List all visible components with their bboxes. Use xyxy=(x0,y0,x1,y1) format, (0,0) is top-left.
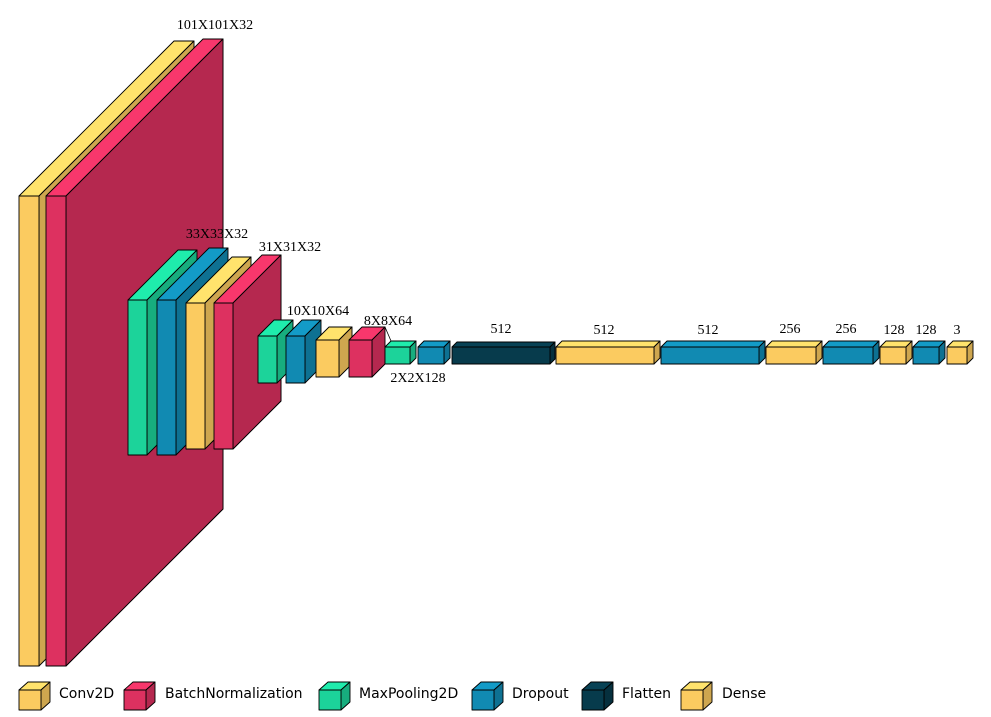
legend-cube-flatten-front xyxy=(581,689,605,711)
layer-box-13-dense xyxy=(555,340,661,365)
legend-label-dropout: Dropout xyxy=(512,686,569,702)
layer-box-12-flatten-front xyxy=(451,346,551,365)
layer-box-15-dense-front xyxy=(765,346,817,365)
legend-item-dense: Dense xyxy=(680,681,766,711)
cube-icon xyxy=(123,681,156,711)
legend-cube-dropout-front xyxy=(471,689,495,711)
dim-label-dropout4: 512 xyxy=(698,323,719,338)
legend-item-maxpooling2d: MaxPooling2D xyxy=(318,681,458,711)
dimension-labels: 101X101X32 33X33X32 31X31X32 10X10X64 8X… xyxy=(177,18,961,386)
funnel-line-3a xyxy=(384,326,392,342)
legend-cube-conv2d xyxy=(18,681,51,711)
layer-box-6-maxpooling2d xyxy=(257,319,294,384)
legend-label-batchnormalization: BatchNormalization xyxy=(165,686,303,702)
legend-cube-maxpooling2d-front xyxy=(318,689,342,711)
layer-box-14-dropout xyxy=(660,340,766,365)
layer-box-19-dense xyxy=(946,340,974,365)
cube-icon xyxy=(471,681,504,711)
layer-box-12-flatten-top xyxy=(451,341,556,348)
layer-box-9-batchnormalization xyxy=(348,326,386,378)
cube-icon xyxy=(318,681,351,711)
layer-box-0-conv2d-front xyxy=(18,195,40,667)
layer-box-2-maxpooling2d-front xyxy=(127,299,148,456)
layer-box-13-dense-top xyxy=(555,340,661,348)
dim-label-dropout6: 128 xyxy=(916,323,937,338)
cube-icon xyxy=(680,681,713,711)
dim-label-pool2: 10X10X64 xyxy=(287,304,349,319)
layer-box-14-dropout-front xyxy=(660,346,760,365)
legend-cube-dropout xyxy=(471,681,504,711)
legend-label-flatten: Flatten xyxy=(622,686,671,702)
layer-box-16-dropout xyxy=(822,340,880,365)
dim-label-conv2: 31X31X32 xyxy=(259,240,321,255)
legend-cube-conv2d-front xyxy=(18,689,42,711)
layer-box-7-dropout-front xyxy=(285,335,306,384)
legend-item-conv2d: Conv2D xyxy=(18,681,114,711)
dim-label-dense1: 512 xyxy=(594,323,615,338)
layer-box-5-batchnormalization-front xyxy=(213,302,234,450)
dim-label-pool1: 33X33X32 xyxy=(186,227,248,242)
layer-box-1-batchnormalization-front xyxy=(45,195,67,667)
layer-box-10-maxpooling2d xyxy=(384,340,417,365)
layer-box-18-dropout-front xyxy=(912,346,940,365)
layer-box-6-maxpooling2d-front xyxy=(257,335,278,384)
layer-box-8-conv2d-front xyxy=(315,339,340,378)
legend-item-flatten: Flatten xyxy=(581,681,671,711)
layer-box-11-dropout xyxy=(417,340,451,365)
layer-box-14-dropout-top xyxy=(660,340,766,348)
layer-box-15-dense-top xyxy=(765,340,823,348)
layer-box-5-batchnormalization xyxy=(213,254,282,450)
layer-box-19-dense-front xyxy=(946,346,968,365)
dim-label-dropout5: 256 xyxy=(836,322,857,337)
layer-box-17-dense-front xyxy=(879,346,907,365)
layer-box-15-dense xyxy=(765,340,823,365)
dim-label-dense3: 128 xyxy=(884,323,905,338)
cube-icon xyxy=(581,681,614,711)
dim-label-flatten: 512 xyxy=(491,322,512,337)
legend-cube-maxpooling2d xyxy=(318,681,351,711)
layer-boxes xyxy=(18,38,974,667)
dim-label-pool3: 2X2X128 xyxy=(390,371,445,386)
legend-label-conv2d: Conv2D xyxy=(59,686,114,702)
legend-item-batchnormalization: BatchNormalization xyxy=(123,681,303,711)
layer-box-3-dropout-front xyxy=(156,299,177,456)
legend: Conv2D BatchNormalization MaxPooling2D D… xyxy=(18,681,766,711)
layer-box-16-dropout-top xyxy=(822,340,880,348)
layer-box-8-conv2d xyxy=(315,326,353,378)
cube-icon xyxy=(18,681,51,711)
legend-label-dense: Dense xyxy=(722,686,766,702)
layer-box-13-dense-front xyxy=(555,346,655,365)
legend-cube-flatten xyxy=(581,681,614,711)
layer-box-18-dropout xyxy=(912,340,946,365)
legend-cube-batchnormalization-front xyxy=(123,689,147,711)
dim-label-dense2: 256 xyxy=(780,322,801,337)
dim-label-conv1: 101X101X32 xyxy=(177,18,253,33)
legend-cube-batchnormalization xyxy=(123,681,156,711)
layer-box-4-conv2d-front xyxy=(185,302,206,450)
legend-item-dropout: Dropout xyxy=(471,681,569,711)
layer-box-9-batchnormalization-front xyxy=(348,339,373,378)
layer-box-16-dropout-front xyxy=(822,346,874,365)
legend-cube-dense xyxy=(680,681,713,711)
layer-box-10-maxpooling2d-front xyxy=(384,346,411,365)
dim-label-output: 3 xyxy=(954,323,961,338)
legend-label-maxpooling2d: MaxPooling2D xyxy=(359,686,458,702)
layer-box-11-dropout-front xyxy=(417,346,445,365)
layer-box-17-dense xyxy=(879,340,913,365)
layer-box-12-flatten xyxy=(451,341,556,365)
dim-label-conv3: 8X8X64 xyxy=(364,314,412,329)
legend-cube-dense-front xyxy=(680,689,704,711)
